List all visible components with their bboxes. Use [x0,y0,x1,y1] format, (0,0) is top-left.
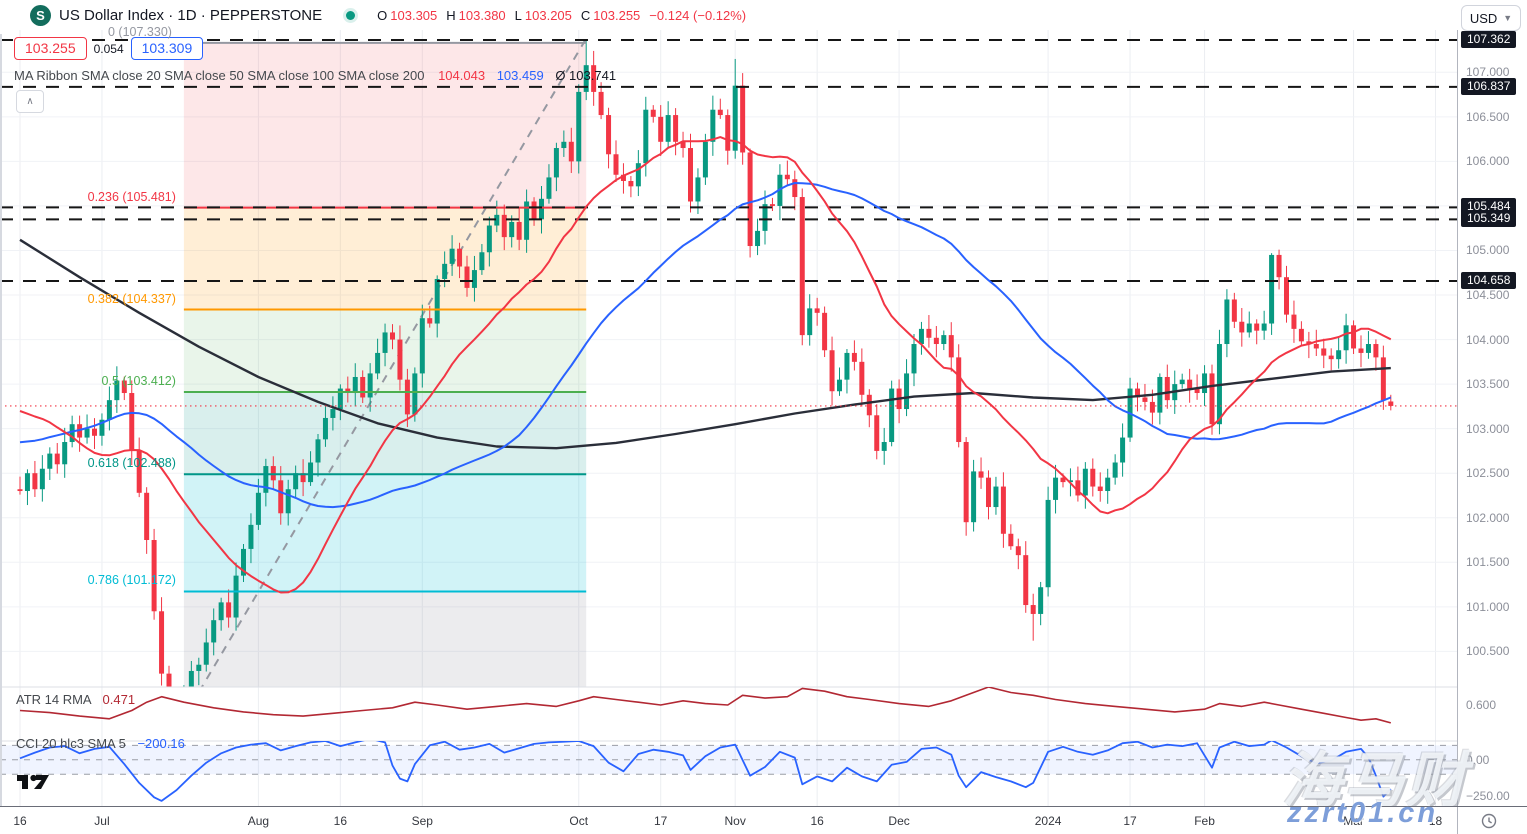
open-label: O [377,7,388,23]
price-axis-chip: 105.349 [1461,210,1517,228]
price-axis-tick: 103.000 [1466,421,1510,436]
price-axis-tick: 106.000 [1466,154,1510,169]
time-axis-label: Dec [888,814,910,828]
symbol-title[interactable]: US Dollar Index · 1D · PEPPERSTONE [59,6,323,24]
ohlc-readout: O 103.305 H 103.380 L 103.205 C 103.255 −0.1… [377,8,746,23]
cci-line [19,741,1392,802]
high-label: H [446,7,456,23]
tradingview-logo[interactable] [16,772,50,797]
chevron-down-icon: ▼ [1503,13,1513,23]
price-axis[interactable]: 107.000106.500106.000105.500105.000104.5… [1457,30,1527,806]
time-axis-label: 18 [1428,814,1443,828]
close-value: 103.255 [593,7,641,23]
time-axis-corner [1457,807,1527,834]
fib-level-label: 0.382 (104.337) [87,291,176,306]
time-axis-label: Nov [724,814,746,828]
time-axis-label: Jul [94,814,110,828]
ma-ribbon-title: MA Ribbon SMA close 20 SMA close 50 SMA … [14,68,425,83]
price-axis-tick: 103.500 [1466,377,1510,392]
price-axis-tick: 101.500 [1466,555,1510,570]
sell-bid-button[interactable]: 103.255 [14,37,87,60]
time-axis-label: 17 [1123,814,1137,828]
atr-line [19,687,1392,724]
cci-axis-tick: 0.00 [1466,752,1490,767]
sma-200-line [19,238,1391,450]
cci-title: CCI 20 hlc3 SMA 5 [16,736,126,751]
ma-ribbon-value-2: 103.459 [496,68,544,83]
currency-selector[interactable]: USD ▼ [1461,5,1521,31]
open-value: 103.305 [390,7,438,23]
spread-value: 0.054 [93,41,124,56]
fib-level-label: 0.236 (105.481) [87,189,176,204]
price-axis-chip: 104.658 [1461,271,1517,289]
time-axis-label: 16 [13,814,27,828]
cci-legend: CCI 20 hlc3 SMA 5 −200.16 [16,736,185,751]
atr-axis-tick: 0.600 [1466,698,1497,712]
cci-axis-tick: −250.00 [1466,788,1510,803]
price-axis-tick: 106.500 [1466,109,1510,124]
symbol-logo: S [30,4,51,26]
market-open-status-icon [346,10,356,20]
price-axis-chip: 106.837 [1461,77,1517,95]
fib-level-label: 0.618 (102.488) [87,456,176,471]
fib-level-label: 0 (107.330) [108,24,172,39]
price-axis-tick: 100.500 [1466,644,1510,659]
clock-icon[interactable] [1480,812,1498,830]
atr-legend: ATR 14 RMA 0.471 [16,692,135,707]
fib-level-label: 0.5 (103.412) [101,373,176,388]
time-axis[interactable]: 16 Jul Aug 16 Sep Oct 17 Nov 16 Dec 2024 17 Feb Mar 18 [0,806,1527,834]
bid-ask-row: 103.255 0.054 103.309 [14,37,204,60]
time-axis-label: 17 [654,814,668,828]
price-axis-tick: 104.000 [1466,332,1510,347]
price-axis-tick: 101.000 [1466,599,1510,614]
ma-ribbon-legend: MA Ribbon SMA close 20 SMA close 50 SMA … [14,68,616,83]
fib-retracement-zones [183,42,587,687]
time-axis-label: 16 [810,814,824,828]
price-axis-tick: 102.000 [1466,510,1510,525]
time-axis-label: 2024 [1034,814,1062,828]
watermark-primary: 海马财经 [1282,747,1468,814]
buy-ask-button[interactable]: 103.309 [130,37,204,60]
price-axis-tick: 102.500 [1466,466,1510,481]
price-axis-tick: 107.000 [1466,65,1510,80]
ma-ribbon-average: Ø 103.741 [555,68,617,83]
atr-value: 0.471 [102,692,136,707]
time-axis-label: Oct [569,814,589,828]
time-axis-label: Aug [247,814,270,828]
time-axis-label: 16 [333,814,348,828]
cci-value: −200.16 [137,736,185,751]
trendline[interactable] [191,32,591,705]
time-axis-label: Feb [1194,814,1215,828]
fib-level-label: 0.786 (101.172) [87,573,176,588]
time-axis-label: Sep [411,814,433,828]
high-value: 103.380 [458,7,506,23]
watermark-secondary: zzrt01.cn [1287,797,1439,829]
fib-zone [183,391,587,475]
ma-ribbon-value-1: 104.043 [438,68,486,83]
close-label: C [580,7,591,23]
atr-title: ATR 14 RMA [16,692,91,707]
collapse-legend-button[interactable]: ∧ [16,90,44,113]
time-axis-label: Mar [1343,814,1364,828]
price-axis-tick: 105.000 [1466,243,1510,258]
fib-zone [183,591,587,687]
sma-50-line [19,182,1392,509]
price-axis-tick: 104.500 [1466,288,1510,303]
change-value: −0.124 (−0.12%) [649,7,747,23]
fib-zone [183,42,587,208]
chart-toolbar: S US Dollar Index · 1D · PEPPERSTONE O 10… [0,0,1527,30]
currency-selector-value: USD [1469,10,1498,26]
low-label: L [514,7,522,23]
price-axis-chip: 107.362 [1461,31,1517,49]
sma-20-line [19,136,1392,594]
low-value: 103.205 [524,7,572,23]
